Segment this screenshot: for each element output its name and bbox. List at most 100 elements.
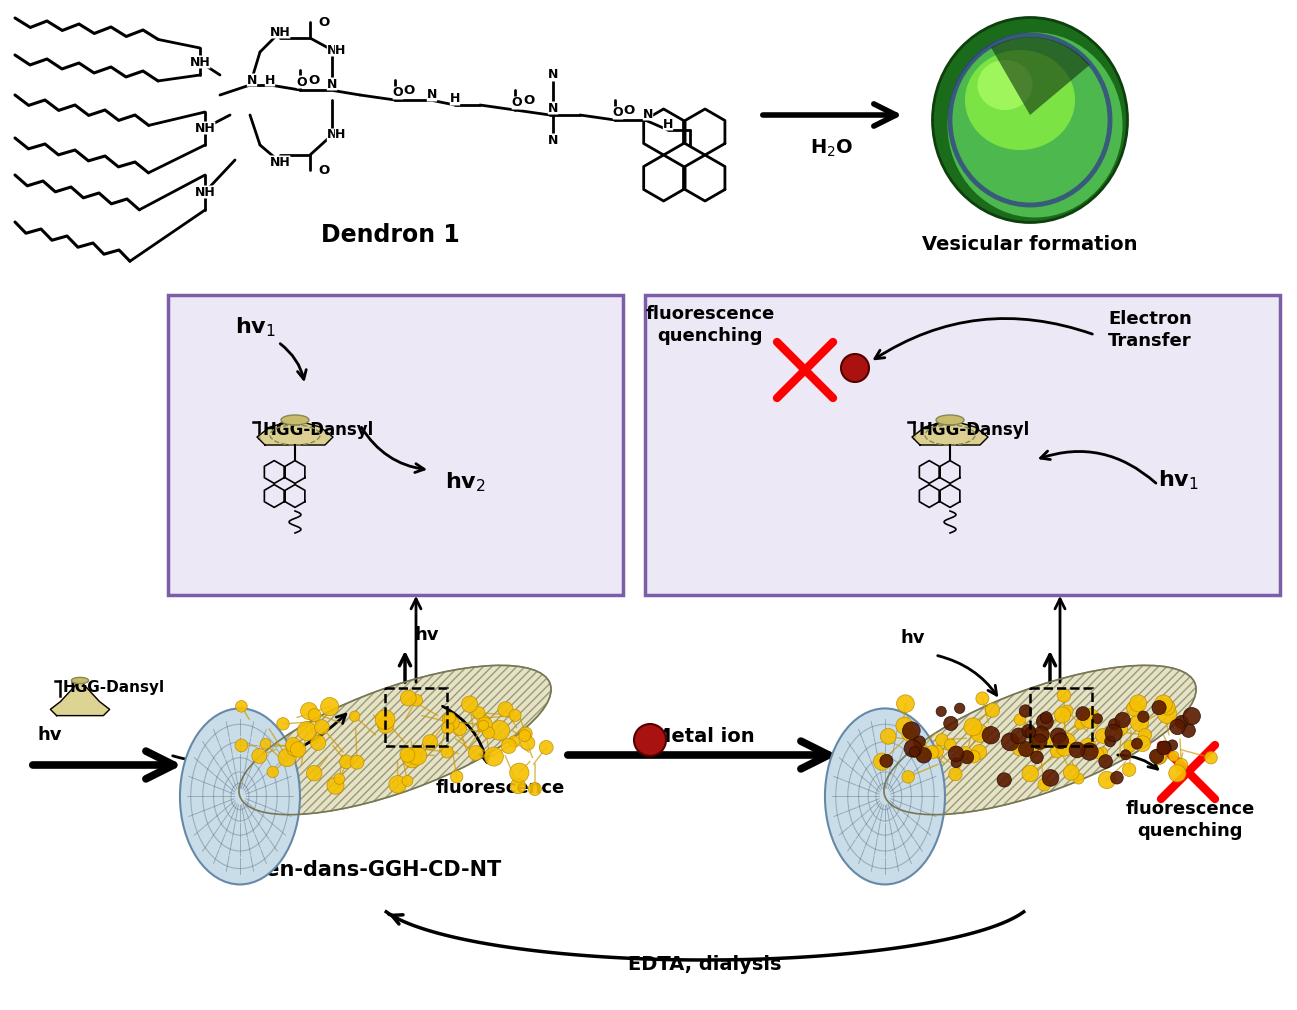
Circle shape	[931, 745, 943, 758]
Circle shape	[389, 776, 406, 793]
Circle shape	[377, 717, 394, 733]
Circle shape	[986, 703, 1000, 717]
Circle shape	[480, 715, 490, 726]
Polygon shape	[51, 681, 110, 716]
Circle shape	[1057, 689, 1071, 702]
Circle shape	[1013, 741, 1027, 755]
Circle shape	[1170, 719, 1185, 734]
Circle shape	[447, 717, 458, 727]
Circle shape	[1080, 709, 1100, 728]
Text: H$_2$O: H$_2$O	[811, 138, 853, 160]
Circle shape	[1079, 738, 1096, 754]
Text: O: O	[307, 74, 319, 87]
Circle shape	[1053, 733, 1069, 748]
Text: hv$_1$: hv$_1$	[235, 315, 275, 338]
Circle shape	[948, 746, 964, 762]
Circle shape	[1157, 699, 1167, 709]
Circle shape	[1064, 765, 1079, 781]
Circle shape	[540, 740, 553, 754]
Circle shape	[982, 726, 1000, 744]
Bar	[1030, 688, 1092, 746]
Text: EDTA, dialysis: EDTA, dialysis	[628, 955, 782, 975]
Circle shape	[1069, 742, 1084, 758]
Circle shape	[285, 737, 301, 752]
Circle shape	[1110, 772, 1123, 784]
Circle shape	[472, 707, 485, 719]
Circle shape	[840, 354, 869, 382]
Circle shape	[519, 727, 532, 740]
Text: hv$_1$: hv$_1$	[1157, 469, 1198, 492]
Text: NH: NH	[195, 121, 215, 134]
Text: N: N	[547, 133, 558, 146]
Circle shape	[971, 744, 987, 760]
Circle shape	[1061, 705, 1073, 717]
Circle shape	[1099, 772, 1115, 789]
Circle shape	[1001, 733, 1019, 750]
Circle shape	[1018, 741, 1034, 756]
Ellipse shape	[281, 415, 309, 425]
Circle shape	[1025, 742, 1039, 756]
Circle shape	[1105, 724, 1122, 741]
Circle shape	[252, 748, 267, 764]
Text: N: N	[427, 89, 437, 101]
Circle shape	[375, 710, 396, 729]
Circle shape	[1019, 705, 1031, 717]
Circle shape	[423, 734, 437, 749]
Circle shape	[1077, 707, 1089, 720]
Circle shape	[441, 721, 454, 734]
Circle shape	[1115, 712, 1130, 727]
Text: NH: NH	[270, 25, 291, 38]
Circle shape	[896, 695, 914, 713]
Circle shape	[350, 755, 364, 770]
Circle shape	[971, 724, 988, 742]
Circle shape	[236, 701, 248, 712]
Circle shape	[320, 698, 339, 716]
Circle shape	[1150, 749, 1166, 765]
Text: Vesicular formation: Vesicular formation	[922, 235, 1137, 255]
Circle shape	[1057, 741, 1071, 756]
Circle shape	[291, 741, 306, 758]
Polygon shape	[257, 420, 333, 445]
Circle shape	[520, 736, 534, 750]
Ellipse shape	[825, 708, 946, 885]
Text: fluorescence
quenching: fluorescence quenching	[1126, 800, 1254, 840]
Circle shape	[508, 735, 520, 747]
Circle shape	[1158, 704, 1176, 723]
Text: O: O	[318, 15, 329, 28]
Circle shape	[1205, 751, 1218, 764]
Circle shape	[1154, 695, 1172, 713]
Circle shape	[873, 753, 891, 771]
Circle shape	[1139, 728, 1152, 741]
Circle shape	[411, 694, 423, 706]
Ellipse shape	[239, 666, 551, 815]
Circle shape	[1158, 741, 1171, 753]
Circle shape	[510, 764, 529, 783]
Circle shape	[961, 750, 974, 764]
Circle shape	[1097, 747, 1108, 758]
Wedge shape	[991, 37, 1089, 115]
Circle shape	[881, 728, 896, 744]
Circle shape	[1054, 707, 1070, 723]
Circle shape	[399, 747, 415, 763]
Circle shape	[1167, 740, 1178, 750]
Text: O: O	[623, 103, 634, 116]
Circle shape	[1043, 770, 1058, 786]
Ellipse shape	[936, 415, 964, 425]
Circle shape	[267, 767, 279, 778]
Circle shape	[951, 758, 961, 768]
Circle shape	[1169, 765, 1185, 782]
Circle shape	[1031, 750, 1043, 764]
Circle shape	[1152, 701, 1166, 715]
Circle shape	[479, 720, 489, 730]
Circle shape	[912, 743, 927, 760]
Circle shape	[327, 778, 344, 794]
Circle shape	[511, 779, 525, 794]
Ellipse shape	[933, 17, 1127, 222]
Text: N: N	[327, 78, 337, 91]
Circle shape	[468, 745, 484, 761]
Circle shape	[450, 771, 463, 783]
Circle shape	[944, 739, 956, 750]
Circle shape	[1157, 741, 1170, 754]
Text: H: H	[663, 117, 673, 130]
Text: Dendron 1: Dendron 1	[320, 223, 459, 247]
